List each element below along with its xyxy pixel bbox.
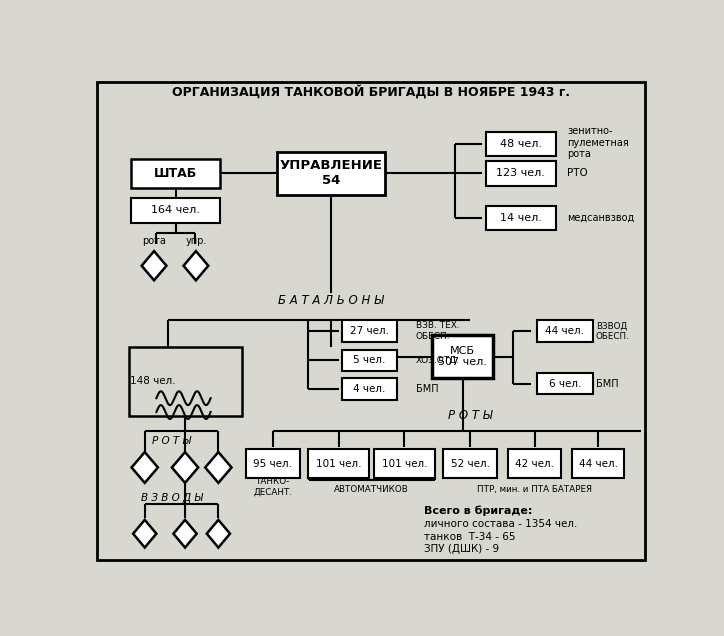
- Text: 4 чел.: 4 чел.: [353, 384, 386, 394]
- Polygon shape: [205, 452, 232, 483]
- Text: медсанвзвод: медсанвзвод: [567, 213, 634, 223]
- Text: танков  Т-34 - 65: танков Т-34 - 65: [424, 532, 515, 542]
- FancyBboxPatch shape: [131, 159, 220, 188]
- Text: ПТР, мин. и ПТА БАТАРЕЯ: ПТР, мин. и ПТА БАТАРЕЯ: [477, 485, 592, 494]
- Text: ШТАБ: ШТАБ: [154, 167, 198, 180]
- Text: 52 чел.: 52 чел.: [451, 459, 489, 469]
- FancyBboxPatch shape: [432, 335, 493, 378]
- FancyBboxPatch shape: [245, 449, 300, 478]
- Text: ЗПУ (ДШК) - 9: ЗПУ (ДШК) - 9: [424, 544, 499, 554]
- Polygon shape: [174, 520, 197, 548]
- FancyBboxPatch shape: [443, 449, 497, 478]
- FancyBboxPatch shape: [342, 321, 397, 342]
- Text: Р О Т Ы: Р О Т Ы: [448, 410, 492, 422]
- FancyBboxPatch shape: [537, 321, 593, 342]
- Polygon shape: [132, 452, 158, 483]
- Text: ВЗВ. ТЕХ.
ОБЕСП.: ВЗВ. ТЕХ. ОБЕСП.: [416, 321, 460, 341]
- FancyBboxPatch shape: [486, 132, 555, 156]
- FancyBboxPatch shape: [508, 449, 561, 478]
- Text: 101 чел.: 101 чел.: [316, 459, 361, 469]
- Text: 44 чел.: 44 чел.: [545, 326, 584, 336]
- Text: БМП: БМП: [596, 378, 618, 389]
- Text: 14 чел.: 14 чел.: [500, 213, 542, 223]
- Polygon shape: [133, 520, 156, 548]
- Text: личного состава - 1354 чел.: личного состава - 1354 чел.: [424, 520, 577, 529]
- FancyBboxPatch shape: [486, 161, 555, 186]
- Text: БМП: БМП: [416, 384, 439, 394]
- FancyBboxPatch shape: [277, 152, 385, 195]
- Text: 101 чел.: 101 чел.: [382, 459, 427, 469]
- Text: 6 чел.: 6 чел.: [549, 378, 581, 389]
- Text: 42 чел.: 42 чел.: [515, 459, 554, 469]
- Text: 148 чел.: 148 чел.: [130, 377, 175, 386]
- Polygon shape: [172, 452, 198, 483]
- FancyBboxPatch shape: [572, 449, 625, 478]
- Text: ОРГАНИЗАЦИЯ ТАНКОВОЙ БРИГАДЫ В НОЯБРЕ 1943 г.: ОРГАНИЗАЦИЯ ТАНКОВОЙ БРИГАДЫ В НОЯБРЕ 19…: [172, 85, 570, 99]
- FancyBboxPatch shape: [130, 347, 242, 416]
- Text: ТАНКО-
ДЕСАНТ.: ТАНКО- ДЕСАНТ.: [253, 477, 292, 497]
- Polygon shape: [142, 251, 167, 280]
- Text: 164 чел.: 164 чел.: [151, 205, 201, 216]
- FancyBboxPatch shape: [342, 350, 397, 371]
- Text: Б А Т А Л Ь О Н Ы: Б А Т А Л Ь О Н Ы: [278, 294, 384, 307]
- FancyBboxPatch shape: [486, 205, 555, 230]
- Text: 27 чел.: 27 чел.: [350, 326, 389, 336]
- Text: 95 чел.: 95 чел.: [253, 459, 292, 469]
- Text: Р О Т Ы: Р О Т Ы: [152, 436, 191, 446]
- FancyBboxPatch shape: [374, 449, 434, 478]
- Text: ВЗВОД
ОБЕСП.: ВЗВОД ОБЕСП.: [596, 321, 630, 341]
- Text: ХОЗ.ОТД.: ХОЗ.ОТД.: [416, 356, 460, 365]
- Text: 5 чел.: 5 чел.: [353, 356, 386, 366]
- Text: РТО: РТО: [567, 169, 588, 178]
- Text: рота: рота: [142, 236, 166, 246]
- Text: 48 чел.: 48 чел.: [500, 139, 542, 149]
- Text: АВТОМАТЧИКОВ: АВТОМАТЧИКОВ: [334, 485, 408, 494]
- Text: Всего в бригаде:: Всего в бригаде:: [424, 506, 532, 516]
- FancyBboxPatch shape: [342, 378, 397, 399]
- Text: МСБ
507 чел.: МСБ 507 чел.: [438, 346, 487, 368]
- FancyBboxPatch shape: [537, 373, 593, 394]
- Text: 44 чел.: 44 чел.: [578, 459, 618, 469]
- Polygon shape: [207, 520, 230, 548]
- Polygon shape: [183, 251, 209, 280]
- Text: зенитно-
пулеметная
рота: зенитно- пулеметная рота: [567, 126, 629, 159]
- Text: 123 чел.: 123 чел.: [496, 169, 545, 178]
- FancyBboxPatch shape: [308, 449, 369, 478]
- FancyBboxPatch shape: [131, 198, 220, 223]
- Text: В З В О Д Ы: В З В О Д Ы: [141, 494, 203, 503]
- Text: упр.: упр.: [185, 236, 206, 246]
- Text: УПРАВЛЕНИЕ
54: УПРАВЛЕНИЕ 54: [279, 160, 382, 188]
